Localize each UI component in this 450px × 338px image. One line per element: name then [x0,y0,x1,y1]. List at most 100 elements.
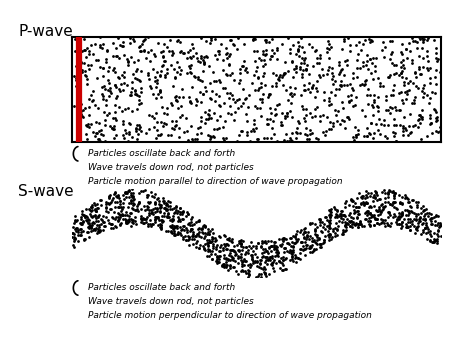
Point [212,245,219,250]
Point [72,228,79,233]
Point [315,216,323,222]
Point [204,111,212,117]
Point [215,51,222,56]
Point [266,244,273,249]
Point [118,212,126,217]
Point [430,37,437,43]
Text: Particles oscillate back and forth: Particles oscillate back and forth [88,283,235,292]
Point [284,111,291,116]
Point [220,233,227,238]
Point [117,204,125,210]
Point [342,125,349,131]
Point [194,218,202,224]
Point [213,126,220,131]
Point [273,72,280,77]
Point [208,236,216,242]
Point [194,239,201,244]
Point [436,129,444,134]
Point [396,73,403,78]
Point [112,216,119,222]
Point [255,271,262,276]
Point [174,225,181,230]
Point [253,259,261,265]
Point [316,241,324,247]
Point [171,94,178,99]
Point [414,118,422,123]
Point [352,222,359,227]
Point [388,189,395,195]
Point [109,115,117,121]
Point [205,244,212,249]
Point [238,238,245,243]
Point [288,137,295,143]
Point [412,217,419,222]
Point [210,69,217,75]
Point [142,37,149,42]
Point [125,219,132,224]
Point [366,194,373,199]
Point [385,199,392,205]
Point [358,193,365,198]
Point [185,220,193,225]
Point [309,84,316,90]
Point [70,231,77,236]
Point [77,102,85,107]
Point [102,59,109,65]
Point [418,221,426,226]
Point [346,223,354,228]
Point [94,57,101,63]
Point [281,70,288,76]
Point [256,86,263,91]
Point [225,61,232,67]
Point [251,48,258,53]
Point [279,254,287,260]
Point [124,63,131,68]
Point [327,217,334,223]
Point [399,210,406,216]
Point [405,211,413,216]
Point [311,240,319,245]
Point [128,85,135,90]
Point [326,119,333,125]
Point [205,63,212,69]
Point [90,220,98,226]
Point [355,131,362,137]
Point [363,209,370,214]
Point [341,72,348,77]
Point [279,110,286,116]
Point [228,253,235,259]
Point [190,231,197,236]
Point [256,265,263,270]
Point [366,92,373,98]
Point [279,235,287,240]
Point [208,88,216,94]
Point [128,219,135,225]
Point [375,75,382,81]
Point [376,211,383,217]
Point [369,213,376,218]
Point [342,221,350,227]
Point [94,136,102,142]
Point [91,206,98,212]
Point [116,205,123,210]
Point [155,195,162,200]
Point [301,234,308,240]
Point [187,98,194,103]
Point [124,82,131,88]
Point [259,250,266,256]
Point [341,37,348,42]
Point [377,132,384,137]
Point [237,67,244,72]
Point [81,213,88,218]
Point [152,217,159,222]
Point [163,201,170,206]
Point [140,189,147,194]
Point [282,70,289,76]
Point [305,230,312,235]
Point [106,65,113,70]
Point [262,38,270,43]
Point [126,132,133,137]
Point [188,226,195,232]
Point [125,105,132,111]
Point [386,187,393,192]
